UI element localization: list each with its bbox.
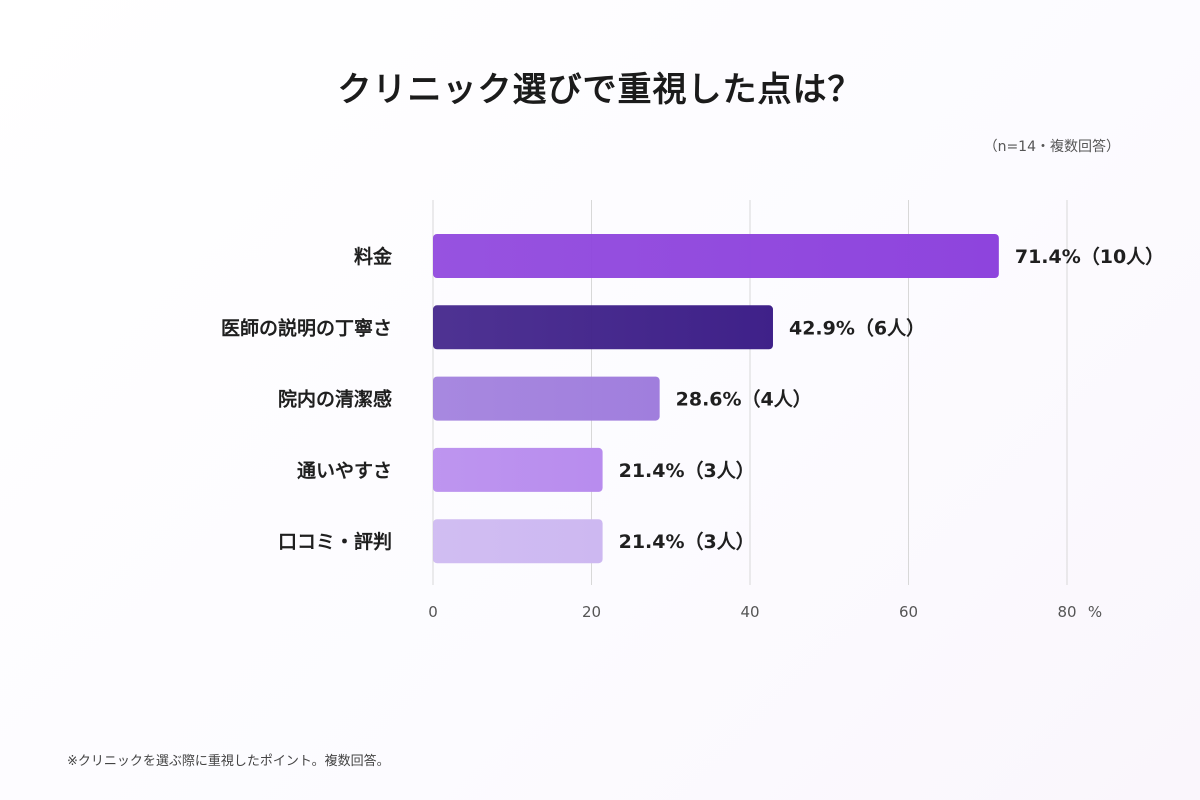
bar bbox=[433, 376, 660, 421]
sample-note: （n=14・複数回答） bbox=[983, 139, 1120, 155]
chart-title: クリニック選びで重視した点は？ bbox=[337, 70, 863, 110]
label-layer: 料金 71.4%（10人） 医師の説明の丁寧さ 42.9%（6人） 院内の清潔感 28.6… bbox=[221, 245, 1164, 553]
category-label: 口コミ・評判 bbox=[278, 530, 392, 553]
x-tick-label: 40 bbox=[740, 603, 759, 621]
category-label: 通いやすさ bbox=[297, 460, 392, 482]
x-tick-label: 20 bbox=[582, 603, 601, 621]
value-label: 21.4%（3人） bbox=[619, 530, 755, 553]
category-label: 院内の清潔感 bbox=[278, 388, 392, 411]
category-label: 医師の説明の丁寧さ bbox=[221, 316, 392, 339]
bar-layer bbox=[433, 234, 999, 564]
value-label: 42.9%（6人） bbox=[789, 316, 925, 339]
x-tick-label: 0 bbox=[428, 603, 438, 621]
footnote: ※クリニックを選ぶ際に重視したポイント。複数回答。 bbox=[67, 754, 390, 769]
bar bbox=[433, 519, 603, 564]
x-tick-label: 60 bbox=[899, 603, 918, 621]
category-label: 料金 bbox=[354, 245, 393, 268]
value-label: 71.4%（10人） bbox=[1015, 245, 1164, 268]
value-label: 21.4%（3人） bbox=[619, 459, 755, 482]
bar bbox=[433, 234, 999, 278]
x-unit-label: % bbox=[1088, 603, 1102, 621]
tick-layer: 0 20 40 60 80% bbox=[428, 603, 1102, 621]
bar bbox=[433, 447, 603, 492]
x-tick-label: 80 bbox=[1057, 603, 1076, 621]
bar bbox=[433, 305, 773, 350]
value-label: 28.6%（4人） bbox=[676, 388, 812, 411]
